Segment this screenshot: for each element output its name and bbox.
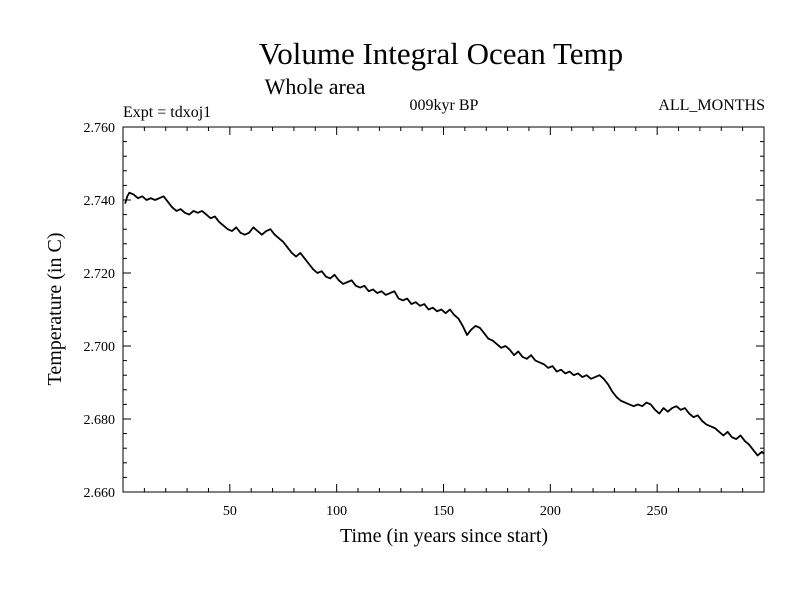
chart-title: Volume Integral Ocean Temp [259,36,623,71]
chart-subtitle: Whole area [265,74,366,99]
y-axis-label: Temperature (in C) [44,233,66,386]
x-tick-label: 150 [433,504,454,519]
y-tick-label: 2.700 [84,340,116,355]
axis-ticks [123,127,764,492]
y-tick-label: 2.660 [84,486,116,501]
x-tick-label: 200 [540,504,561,519]
months-label: ALL_MONTHS [658,97,765,114]
experiment-label: Expt = tdxoj1 [123,104,211,121]
period-label: 009kyr BP [410,97,479,114]
x-tick-label: 250 [647,504,668,519]
temperature-series-line [124,191,765,457]
axis-tick-labels: 50 100 150 200 250 2.660 2.680 2.700 2.720 2.740 2… [84,121,668,519]
y-tick-label: 2.720 [84,267,116,282]
x-tick-label: 50 [223,504,237,519]
y-tick-label: 2.760 [84,121,116,136]
y-tick-label: 2.740 [84,194,116,209]
x-tick-label: 100 [326,504,347,519]
x-axis-label: Time (in years since start) [340,525,548,547]
plot-frame [122,126,765,493]
y-tick-label: 2.680 [84,413,116,428]
